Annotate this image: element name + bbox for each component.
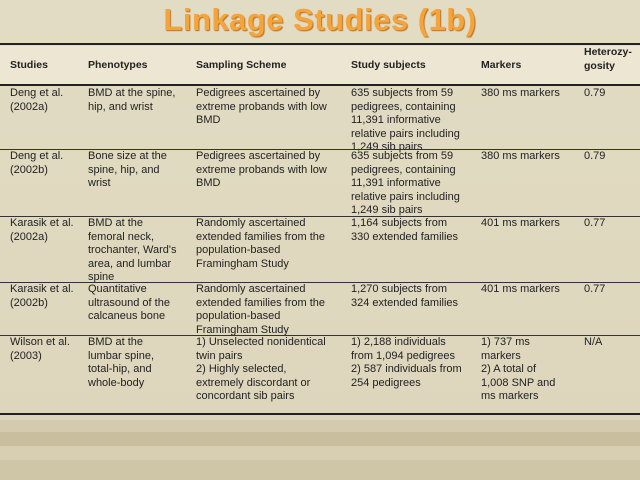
table-cell: 0.79	[584, 150, 606, 162]
row-divider	[0, 282, 640, 283]
table-cell: 380 ms markers	[481, 150, 560, 162]
table-cell: Karasik et al. (2002b)	[10, 283, 74, 309]
row-divider	[0, 335, 640, 336]
table-top-rule	[0, 43, 640, 45]
table-cell: BMD at the lumbar spine, total-hip, and …	[88, 336, 155, 389]
table-cell: Randomly ascertained extended families f…	[196, 217, 326, 270]
table-cell: 1) Unselected nonidentical twin pairs 2)…	[196, 336, 326, 402]
table-cell: 401 ms markers	[481, 283, 560, 295]
column-header: Study subjects	[351, 59, 426, 71]
table-cell: Deng et al. (2002b)	[10, 150, 64, 176]
table-cell: 635 subjects from 59 pedigrees, containi…	[351, 150, 460, 216]
table-cell: Pedigrees ascertained by extreme proband…	[196, 87, 327, 126]
table-cell: Pedigrees ascertained by extreme proband…	[196, 150, 327, 189]
table-bottom-rule	[0, 413, 640, 415]
column-header: Sampling Scheme	[196, 59, 287, 71]
table-cell: 380 ms markers	[481, 87, 560, 99]
row-divider	[0, 216, 640, 217]
table-cell: 1) 2,188 individuals from 1,094 pedigree…	[351, 336, 462, 389]
table-cell: 0.79	[584, 87, 606, 99]
column-header: Markers	[481, 59, 522, 71]
slide-title: Linkage Studies (1b)	[163, 2, 477, 37]
table-cell: 1,270 subjects from 324 extended familie…	[351, 283, 459, 309]
table-cell: Randomly ascertained extended families f…	[196, 283, 326, 336]
table-cell: Karasik et al. (2002a)	[10, 217, 74, 243]
header-rule	[0, 84, 640, 86]
table-cell: 1,164 subjects from 330 extended familie…	[351, 217, 459, 243]
row-divider	[0, 149, 640, 150]
table-cell: Quantitative ultrasound of the calcaneus…	[88, 283, 170, 322]
table-cell: N/A	[584, 336, 603, 348]
table-cell: BMD at the spine, hip, and wrist	[88, 87, 176, 113]
table-cell: 635 subjects from 59 pedigrees, containi…	[351, 87, 460, 153]
table-header: Studies Phenotypes Sampling Scheme Study su…	[0, 46, 640, 84]
column-header: Studies	[10, 59, 48, 71]
table-cell: 0.77	[584, 283, 606, 295]
column-header: Heterozy- gosity	[584, 46, 632, 72]
table-cell: BMD at the femoral neck, trochanter, War…	[88, 217, 177, 283]
table-cell: 0.77	[584, 217, 606, 229]
table-cell: 401 ms markers	[481, 217, 560, 229]
table-cell: Bone size at the spine, hip, and wrist	[88, 150, 167, 189]
column-header: Phenotypes	[88, 59, 148, 71]
table-cell: 1) 737 ms markers 2) A total of 1,008 SN…	[481, 336, 556, 402]
table-cell: Wilson et al. (2003)	[10, 336, 70, 362]
table-cell: Deng et al. (2002a)	[10, 87, 64, 113]
